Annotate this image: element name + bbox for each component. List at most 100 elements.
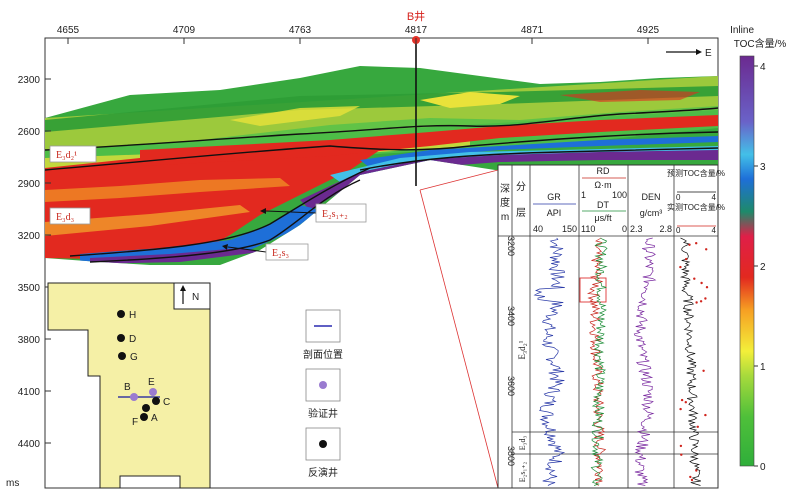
- map-well-H: [117, 310, 125, 318]
- time-tick-label: 2900: [18, 179, 41, 190]
- dt-unit: μs/ft: [594, 213, 612, 223]
- toc-meas-max: 4: [712, 226, 717, 235]
- strata-es12: E₂s₁₊₂: [518, 461, 527, 482]
- map-well-label-E: E: [148, 377, 155, 388]
- inline-tick-label: 4817: [405, 25, 428, 36]
- log-panel: 深 度 m 分 层 GR API 40 150 RD Ω·m 1 100 DT …: [497, 164, 725, 489]
- toc-measured-point: [696, 425, 699, 428]
- inline-tick-label: 4925: [637, 25, 660, 36]
- toc-pred-max: 4: [712, 193, 717, 202]
- toc-measured-point: [702, 369, 705, 372]
- colorbar-tick-label: 1: [760, 362, 766, 373]
- dt-curve: [590, 237, 608, 486]
- den-curve: [633, 237, 657, 486]
- toc-measured-point: [700, 281, 703, 285]
- map-well-B: [130, 393, 138, 401]
- den-max: 2.8: [659, 224, 672, 234]
- den-min: 2.3: [630, 224, 643, 234]
- legend: 剖面位置 验证井 反演井: [303, 309, 343, 479]
- depth-tick-label: 3600: [506, 376, 516, 396]
- map-well-label-C: C: [163, 397, 170, 408]
- dt-min: 110: [581, 224, 595, 234]
- time-tick-label: 2300: [18, 75, 41, 86]
- layer-label-ed3: E₃d₃: [49, 207, 91, 225]
- rd-max: 100: [612, 190, 627, 200]
- horizon-lines: [44, 107, 719, 263]
- depth-header-1: 深: [500, 183, 510, 195]
- depth-header-3: m: [501, 212, 509, 223]
- inline-tick-label: 4871: [521, 25, 544, 36]
- depth-header-2: 度: [500, 196, 510, 209]
- toc-pred-name: 预测TOC含量/%: [667, 168, 725, 178]
- gr-unit: API: [547, 208, 562, 218]
- dt-name: DT: [597, 200, 609, 210]
- strata-ed3: E₃d₃: [518, 436, 527, 451]
- gr-curve: [533, 237, 566, 486]
- time-tick-label: 3500: [18, 283, 41, 294]
- toc-measured-point: [693, 277, 696, 280]
- toc-measured-point: [679, 407, 682, 411]
- inline-axis-label: Inline: [730, 25, 754, 36]
- depth-tick-label: 3800: [506, 446, 516, 466]
- legend-inverse-label: 反演井: [308, 466, 338, 479]
- den-name: DEN: [641, 192, 660, 202]
- rd-min: 1: [581, 190, 586, 200]
- dt-max: 0: [622, 224, 627, 234]
- map-well-label-B: B: [124, 382, 131, 393]
- svg-text:E₃d₂¹: E₃d₂¹: [56, 150, 77, 161]
- map-well-label-G: G: [130, 352, 138, 363]
- location-map: N H DG B ECA F: [47, 282, 211, 489]
- toc-measured-point: [705, 286, 709, 289]
- inline-tick-label: 4709: [173, 25, 196, 36]
- east-label: E: [705, 48, 712, 59]
- toc-measured-point: [695, 301, 698, 304]
- gr-name: GR: [547, 192, 561, 202]
- north-box: [173, 282, 211, 310]
- depth-tick-label: 3400: [506, 306, 516, 326]
- toc-measured-point: [685, 257, 688, 261]
- well-b-label: B井: [407, 9, 425, 23]
- map-well-D: [117, 334, 125, 342]
- toc-pred-curve: [679, 237, 701, 486]
- colorbar-ticks: 0 1 2 3 4: [754, 62, 766, 473]
- map-well-C: [152, 397, 160, 405]
- log-curves: [533, 237, 709, 486]
- projection-lines: [419, 169, 499, 489]
- toc-measured-point: [690, 478, 694, 482]
- strata-header-2: 层: [516, 207, 526, 219]
- layer-label-ed2-1: E₃d₂¹: [49, 145, 97, 163]
- toc-measured-point: [684, 401, 687, 404]
- time-unit-label: ms: [6, 478, 19, 489]
- toc-measured-point: [680, 453, 683, 456]
- map-wells: H DG B ECA F: [117, 310, 170, 428]
- inline-axis: 4655 4709 4763 4817 4871 4925: [57, 25, 660, 44]
- layer-label-es12: E₂s₁₊₂: [260, 203, 367, 223]
- colorbar-tick-label: 0: [760, 462, 766, 473]
- gr-max: 150: [562, 224, 577, 234]
- toc-measured-point: [704, 297, 707, 300]
- colorbar-title: TOC含量/%: [734, 37, 787, 50]
- gr-min: 40: [533, 224, 543, 234]
- colorbar-tick-label: 2: [760, 262, 766, 273]
- svg-text:E₃d₃: E₃d₃: [56, 212, 74, 223]
- layer-label-es3: E₂s₃: [222, 243, 309, 261]
- strata-ed2-1: E₃d₂¹: [517, 340, 527, 359]
- time-tick-label: 2600: [18, 127, 41, 138]
- colorbar-tick-label: 4: [760, 62, 766, 73]
- den-unit: g/cm³: [640, 208, 663, 218]
- time-tick-label: 3800: [18, 335, 41, 346]
- time-tick-label: 4100: [18, 387, 41, 398]
- svg-text:E₂s₁₊₂: E₂s₁₊₂: [322, 209, 348, 220]
- colorbar: TOC含量/% 0 1 2 3 4: [734, 37, 787, 473]
- east-arrow: E: [666, 48, 712, 59]
- depth-ticks: 3200 3400 3600 3800: [506, 236, 516, 466]
- inline-tick-label: 4763: [289, 25, 312, 36]
- toc-measured-point: [679, 444, 683, 448]
- rd-name: RD: [597, 166, 610, 176]
- toc-measured-point: [705, 248, 708, 251]
- map-well-E: [149, 388, 157, 396]
- toc-measured-point: [695, 469, 698, 472]
- legend-section-label: 剖面位置: [303, 348, 343, 361]
- toc-measured-point: [704, 413, 707, 417]
